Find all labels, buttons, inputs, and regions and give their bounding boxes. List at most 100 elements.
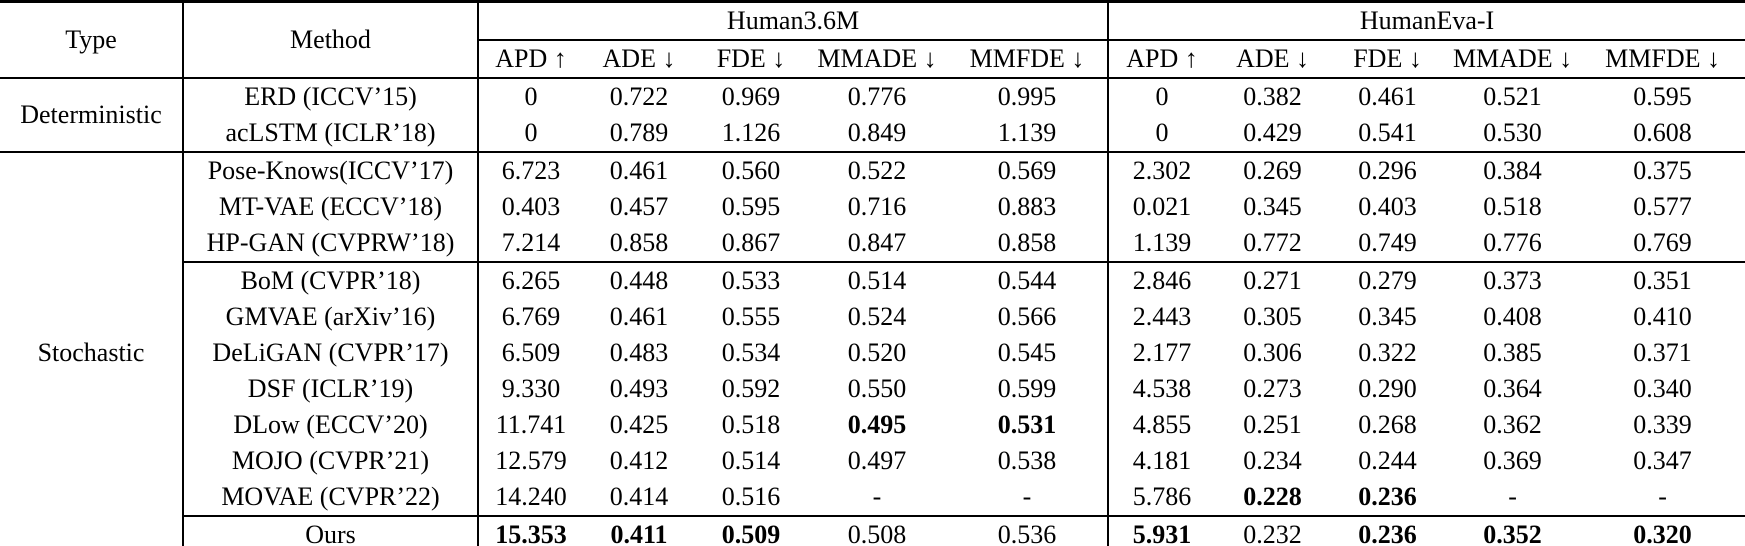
value-cell: 4.855 xyxy=(1107,407,1216,443)
metric-header-apd: APD ↑ xyxy=(477,40,583,79)
type-cell: Stochastic xyxy=(0,152,183,546)
value-cell: 6.769 xyxy=(477,299,583,335)
value-cell: 0.345 xyxy=(1243,192,1302,221)
value-cell: 6.723 xyxy=(477,152,583,189)
value-cell: 0.749 xyxy=(1330,225,1446,263)
value-cell: 0.306 xyxy=(1243,338,1302,367)
value-cell: 0.969 xyxy=(721,82,781,111)
value-cell: 0.322 xyxy=(1358,338,1417,367)
type-cell: Deterministic xyxy=(0,78,183,153)
value-cell: 0.021 xyxy=(1107,189,1216,225)
value-cell: 0.849 xyxy=(807,115,947,153)
value-cell: 0.518 xyxy=(1483,192,1542,221)
value-cell: 0.867 xyxy=(695,225,807,263)
value-cell: 2.302 xyxy=(1107,152,1216,189)
method-cell: DLow (ECCV’20) xyxy=(182,407,479,443)
value-cell: 0.411 xyxy=(583,516,695,546)
value-cell: 2.846 xyxy=(1107,262,1216,299)
value-cell: 0.412 xyxy=(609,446,669,475)
value-cell: 0.516 xyxy=(695,479,807,517)
value-cell: 0.858 xyxy=(583,225,695,263)
value-cell: 0.244 xyxy=(1358,446,1417,475)
method-cell: ERD (ICCV’15) xyxy=(182,78,479,115)
value-cell: 4.538 xyxy=(1107,371,1216,407)
value-cell: 0.534 xyxy=(721,338,781,367)
value-cell: - xyxy=(807,479,947,517)
value-cell: 0.461 xyxy=(1358,82,1417,111)
value-cell: 0.776 xyxy=(847,82,907,111)
value-cell: 0.514 xyxy=(721,446,781,475)
value-cell: 0.351 xyxy=(1633,266,1692,295)
value-cell: 0.382 xyxy=(1243,82,1302,111)
method-cell: DSF (ICLR’19) xyxy=(182,371,479,407)
method-cell: DeLiGAN (CVPR’17) xyxy=(182,335,479,371)
dataset-header-humaneva: HumanEva-I xyxy=(1107,1,1745,41)
value-cell: 14.240 xyxy=(477,479,583,517)
method-cell: GMVAE (arXiv’16) xyxy=(182,299,479,335)
value-cell: 0.595 xyxy=(1633,82,1692,111)
table-row: DSF (ICLR’19) 9.330 0.493 0.592 0.550 0.599 4.… xyxy=(0,371,1745,407)
value-cell: 0.538 xyxy=(997,446,1057,475)
value-cell: 0.772 xyxy=(1215,225,1331,263)
value-cell: 0.483 xyxy=(609,338,669,367)
value-cell: 0.320 xyxy=(1580,516,1745,546)
value-cell: 11.741 xyxy=(477,407,583,443)
method-cell: Ours xyxy=(182,516,479,546)
value-cell: 0.566 xyxy=(997,302,1057,331)
value-cell: 0.228 xyxy=(1215,479,1331,517)
value-cell: 0.530 xyxy=(1445,115,1581,153)
value-cell: 0.296 xyxy=(1358,156,1417,185)
value-cell: 0.555 xyxy=(721,302,781,331)
value-cell: 0.524 xyxy=(847,302,907,331)
value-cell: 0.495 xyxy=(847,410,907,439)
metric-header-mmfde: MMFDE ↓ xyxy=(1580,40,1745,79)
value-cell: 0.514 xyxy=(847,266,907,295)
method-cell: MOJO (CVPR’21) xyxy=(182,443,479,479)
value-cell: 0.520 xyxy=(847,338,907,367)
method-cell: BoM (CVPR’18) xyxy=(182,262,479,299)
metric-header-mmade: MMADE ↓ xyxy=(807,40,947,79)
metric-header-ade: ADE ↓ xyxy=(1215,40,1331,79)
value-cell: 6.265 xyxy=(477,262,583,299)
metric-header-ade: ADE ↓ xyxy=(583,40,695,79)
table-row: Ours 15.353 0.411 0.509 0.508 0.536 5.931 0.232… xyxy=(0,516,1745,546)
type-column-header: Type xyxy=(0,1,183,79)
value-cell: 0.352 xyxy=(1445,516,1581,546)
value-cell: 0.364 xyxy=(1483,374,1542,403)
value-cell: 0.345 xyxy=(1358,302,1417,331)
value-cell: 0.521 xyxy=(1483,82,1542,111)
value-cell: 0.508 xyxy=(807,516,947,546)
value-cell: 0.236 xyxy=(1330,479,1446,517)
value-cell: 0.536 xyxy=(947,516,1109,546)
value-cell: 0.373 xyxy=(1483,266,1542,295)
value-cell: 0.522 xyxy=(847,156,907,185)
value-cell: 0.608 xyxy=(1580,115,1745,153)
value-cell: 5.786 xyxy=(1107,479,1216,517)
value-cell: 0.384 xyxy=(1483,156,1542,185)
value-cell: 0.273 xyxy=(1243,374,1302,403)
value-cell: 2.177 xyxy=(1107,335,1216,371)
dataset-header-human36m: Human3.6M xyxy=(476,1,1109,41)
value-cell: - xyxy=(1580,479,1745,517)
table-row: MT-VAE (ECCV’18) 0.403 0.457 0.595 0.716 0.88… xyxy=(0,189,1745,225)
value-cell: 0.569 xyxy=(997,156,1057,185)
value-cell: 0.347 xyxy=(1633,446,1692,475)
value-cell: 0.362 xyxy=(1483,410,1542,439)
header-row-datasets: Type Method Human3.6M HumanEva-I xyxy=(0,1,1745,79)
value-cell: - xyxy=(947,479,1109,517)
value-cell: 1.139 xyxy=(1107,225,1216,263)
value-cell: 0.403 xyxy=(1358,192,1417,221)
value-cell: 0.425 xyxy=(609,410,669,439)
value-cell: 0.776 xyxy=(1445,225,1581,263)
value-cell: 0.497 xyxy=(847,446,907,475)
value-cell: 0.858 xyxy=(947,225,1109,263)
table-body: Deterministic ERD (ICCV’15) 0 0.722 0.969 0.7… xyxy=(0,78,1745,546)
metric-header-mmade: MMADE ↓ xyxy=(1445,40,1581,79)
method-cell: acLSTM (ICLR’18) xyxy=(182,115,479,153)
metric-header-fde: FDE ↓ xyxy=(695,40,807,79)
method-column-header: Method xyxy=(182,1,478,79)
metric-header-apd: APD ↑ xyxy=(1107,40,1216,79)
value-cell: 0.461 xyxy=(609,156,669,185)
value-cell: 4.181 xyxy=(1107,443,1216,479)
value-cell: 0.268 xyxy=(1358,410,1417,439)
